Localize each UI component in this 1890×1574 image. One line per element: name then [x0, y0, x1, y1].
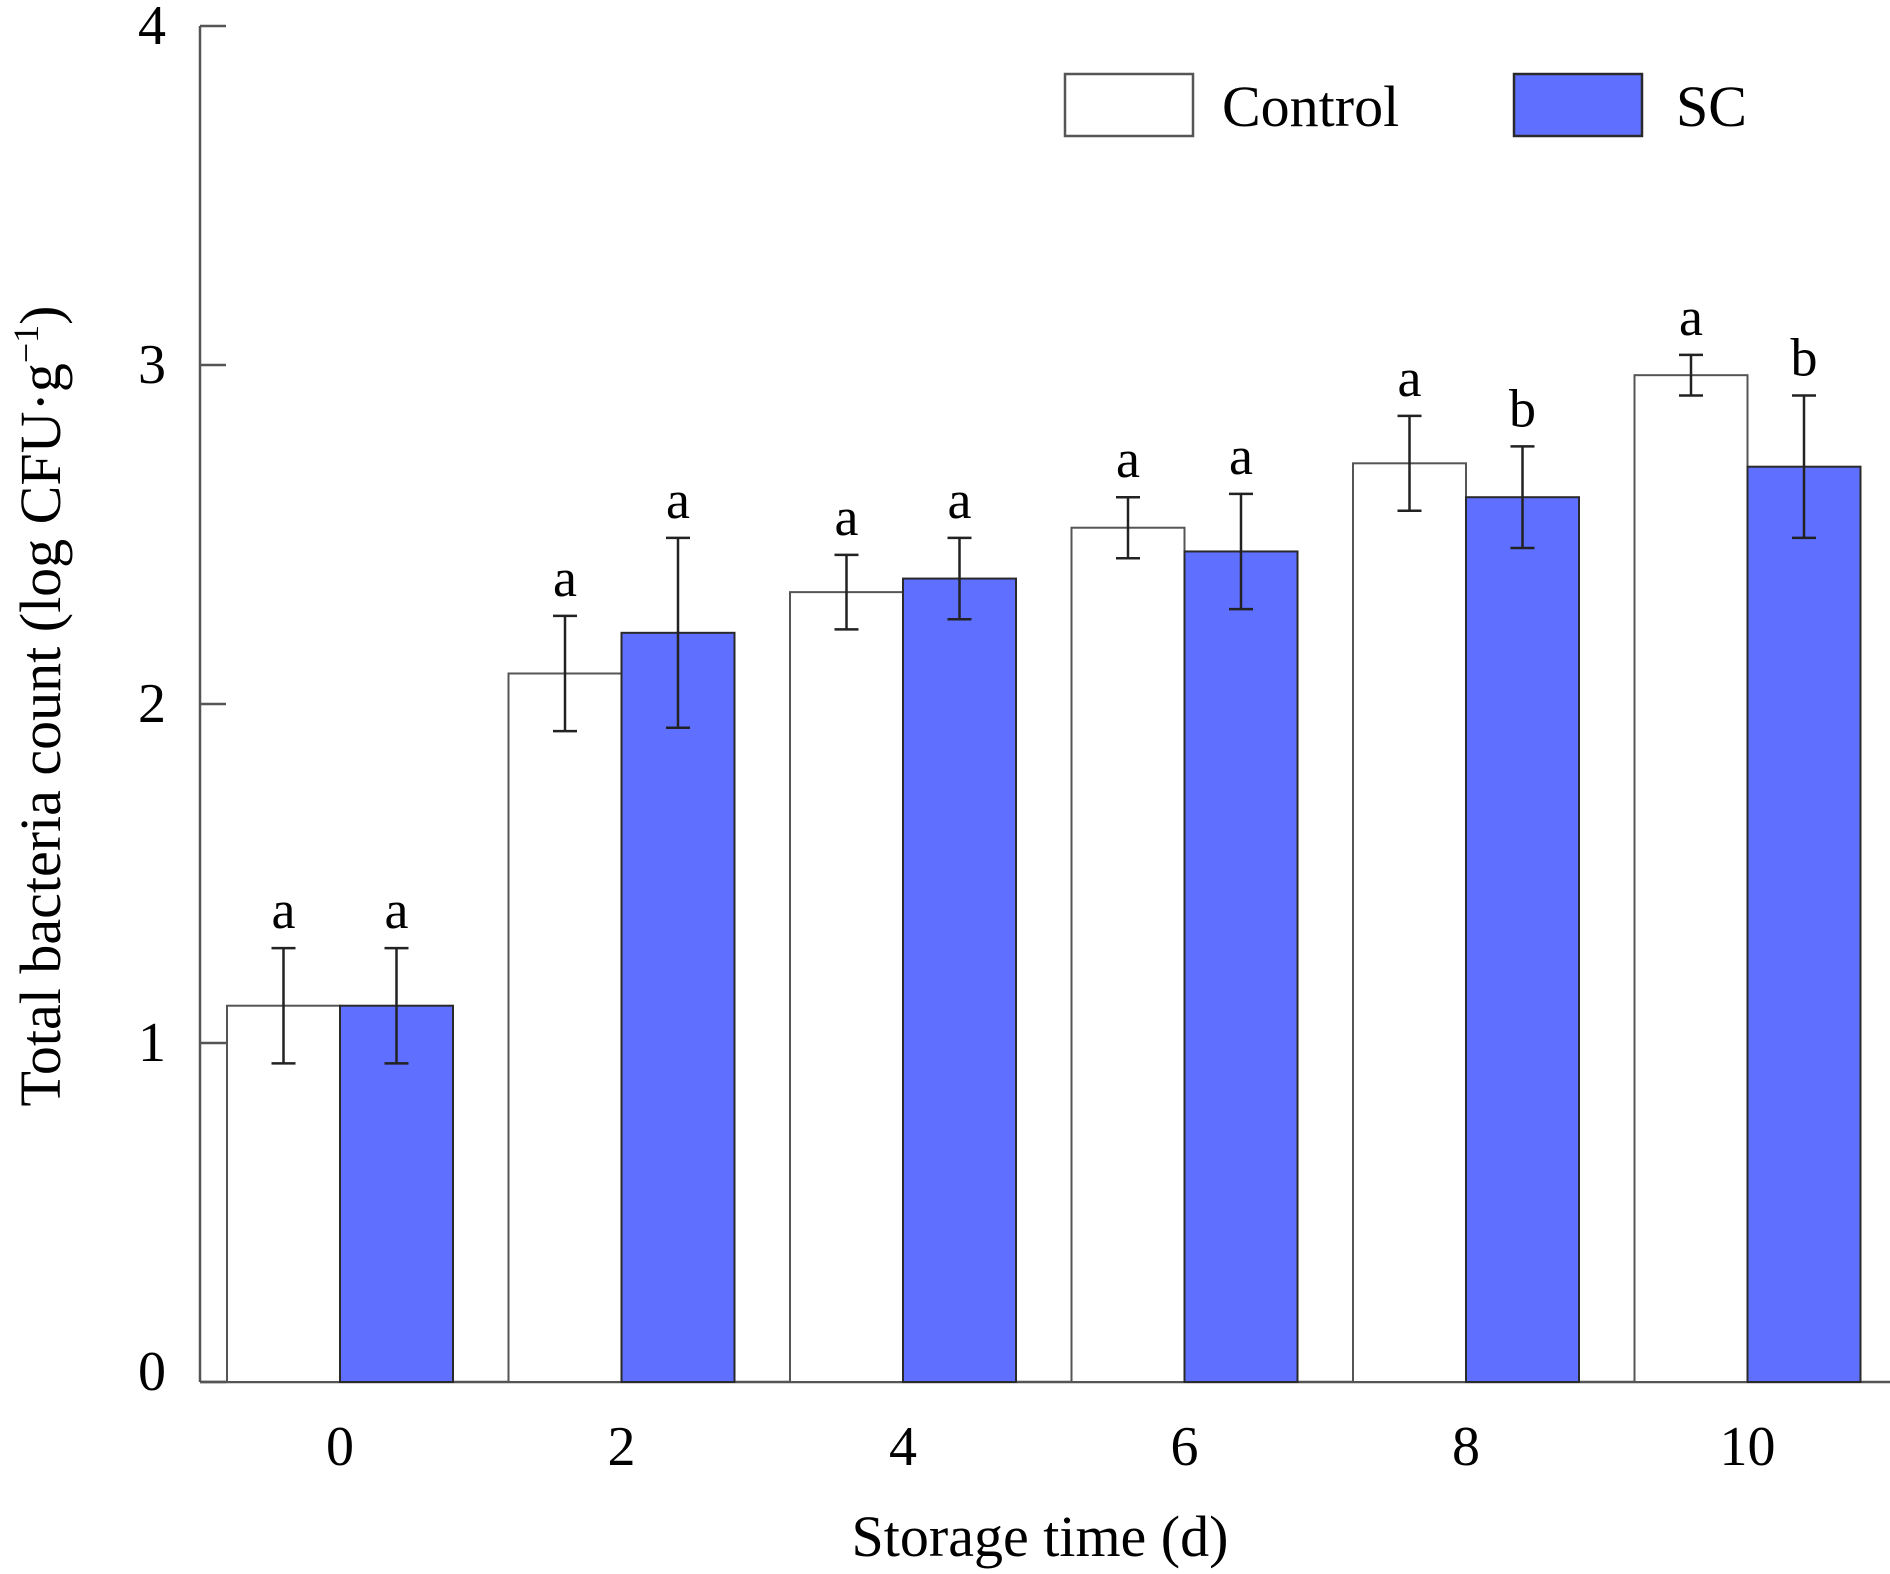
- x-tick-label: 2: [608, 1416, 636, 1478]
- bar-sc: [620, 631, 736, 1383]
- bar-control: [1633, 374, 1749, 1384]
- bar-control: [507, 672, 623, 1383]
- y-axis-label: Total bacteria count (log CFU·g−1): [6, 306, 73, 1107]
- x-tick-label: 10: [1720, 1416, 1776, 1478]
- bar-sc: [339, 1004, 454, 1384]
- legend: Control SC: [1063, 72, 1747, 139]
- y-axis-label-main: Total bacteria count (log CFU·g: [8, 363, 73, 1106]
- bar-sc: [1183, 550, 1299, 1383]
- significance-letter-sc: a: [385, 880, 409, 940]
- y-tick-label: 3: [138, 334, 166, 396]
- y-axis-label-close: ): [8, 306, 73, 325]
- significance-letter-control: a: [1116, 429, 1140, 489]
- significance-letter-sc: b: [1791, 328, 1818, 388]
- y-axis-label-superscript: −1: [6, 325, 46, 363]
- bar-sc: [1746, 465, 1862, 1383]
- y-tick-label: 1: [138, 1012, 166, 1074]
- significance-letter-sc: a: [666, 470, 690, 530]
- significance-letter-control: a: [835, 487, 859, 547]
- legend-swatch-sc: [1512, 72, 1644, 138]
- bar-sc: [902, 577, 1017, 1383]
- bar-control: [789, 591, 904, 1383]
- y-tick-label: 2: [138, 673, 166, 735]
- y-tick-label: 0: [138, 1341, 166, 1403]
- x-tick-label: 0: [326, 1416, 354, 1478]
- legend-swatch-control: [1063, 72, 1195, 138]
- significance-letter-control: a: [1679, 287, 1703, 347]
- x-tick-label: 6: [1171, 1416, 1199, 1478]
- legend-label-sc: SC: [1676, 74, 1747, 139]
- significance-letter-control: a: [272, 880, 296, 940]
- legend-label-control: Control: [1222, 74, 1399, 139]
- significance-letter-sc: b: [1509, 378, 1536, 438]
- significance-letter-sc: a: [948, 470, 972, 530]
- significance-letter-sc: a: [1229, 426, 1253, 486]
- x-axis-label: Storage time (d): [852, 1504, 1229, 1569]
- significance-letter-control: a: [1398, 348, 1422, 408]
- bar-control: [226, 1004, 341, 1384]
- x-tick-label: 8: [1452, 1416, 1480, 1478]
- x-tick-label: 4: [889, 1416, 917, 1478]
- significance-letter-control: a: [553, 548, 577, 608]
- bar-sc: [1465, 496, 1580, 1383]
- bar-control: [1352, 462, 1467, 1383]
- bar-control: [1070, 526, 1186, 1383]
- plot-area: 0 1 2 3 4 a a 0 a a 2 a a 4 a a 6 a b 8 a b 10: [138, 0, 1890, 1478]
- y-tick-label: 4: [138, 0, 166, 57]
